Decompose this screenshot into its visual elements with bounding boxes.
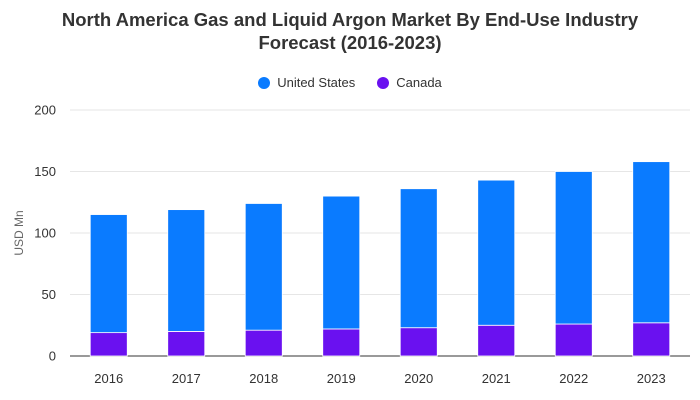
- y-tick-label: 100: [34, 226, 56, 241]
- bar-united-states-2019[interactable]: [322, 195, 361, 330]
- bar-canada-2020[interactable]: [399, 327, 438, 357]
- x-tick-label: 2019: [327, 371, 356, 386]
- bar-canada-2016[interactable]: [89, 332, 128, 357]
- y-tick-label: 50: [42, 287, 56, 302]
- x-tick-label: 2017: [172, 371, 201, 386]
- y-tick-label: 0: [49, 349, 56, 364]
- y-axis-title: USD Mn: [12, 210, 26, 255]
- bar-canada-2022[interactable]: [554, 323, 593, 357]
- legend-label-canada: Canada: [396, 75, 442, 90]
- bar-canada-2023[interactable]: [632, 322, 671, 357]
- legend-marker-canada: [377, 76, 390, 89]
- chart-legend: United States Canada: [0, 75, 700, 90]
- x-tick-label: 2022: [559, 371, 588, 386]
- bar-united-states-2020[interactable]: [399, 188, 438, 329]
- bar-united-states-2017[interactable]: [167, 209, 206, 332]
- legend-label-united-states: United States: [277, 75, 356, 90]
- legend-marker-united-states: [258, 76, 271, 89]
- y-tick-label: 150: [34, 164, 56, 179]
- legend-item-canada[interactable]: Canada: [377, 75, 442, 90]
- chart-title-line-1: North America Gas and Liquid Argon Marke…: [61, 9, 639, 30]
- bar-united-states-2018[interactable]: [244, 203, 283, 331]
- bar-canada-2021[interactable]: [477, 324, 516, 357]
- bar-united-states-2023[interactable]: [632, 161, 671, 324]
- bar-canada-2019[interactable]: [322, 328, 361, 357]
- bar-canada-2017[interactable]: [167, 330, 206, 357]
- legend-item-united-states[interactable]: United States: [258, 75, 355, 90]
- bar-united-states-2021[interactable]: [477, 179, 516, 326]
- chart-title: North America Gas and Liquid Argon Marke…: [0, 8, 700, 54]
- x-tick-label: 2018: [249, 371, 278, 386]
- x-tick-label: 2021: [482, 371, 511, 386]
- y-tick-label: 200: [34, 103, 56, 118]
- x-tick-label: 2020: [404, 371, 433, 386]
- bar-united-states-2022[interactable]: [554, 171, 593, 325]
- bar-united-states-2016[interactable]: [89, 214, 128, 334]
- bar-canada-2018[interactable]: [244, 329, 283, 357]
- x-tick-label: 2023: [637, 371, 666, 386]
- chart-title-line-2: Forecast (2016-2023): [258, 32, 442, 53]
- x-tick-label: 2016: [94, 371, 123, 386]
